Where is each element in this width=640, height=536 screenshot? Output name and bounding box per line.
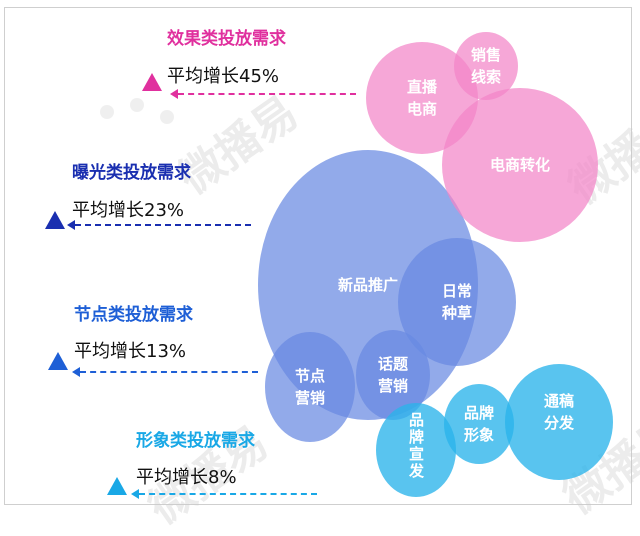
category-title-image: 形象类投放需求 bbox=[136, 431, 255, 451]
watermark-dot bbox=[100, 105, 114, 119]
triangle-up-icon bbox=[45, 211, 65, 229]
bubble-label: 销售 bbox=[470, 46, 501, 64]
bubble-label: 线索 bbox=[470, 68, 501, 86]
arrow-left-icon bbox=[170, 89, 178, 99]
dashed-arrow-line bbox=[139, 493, 317, 495]
bubble-node-marketing: 节点 营销 bbox=[265, 332, 355, 442]
triangle-up-icon bbox=[142, 73, 162, 91]
bubble-label: 话题 bbox=[377, 355, 408, 373]
arrow-left-icon bbox=[72, 367, 80, 377]
arrow-left-icon bbox=[131, 489, 139, 499]
bubble-label: 品牌宣发 bbox=[407, 412, 425, 480]
bubble-label: 直播 bbox=[406, 78, 437, 96]
dashed-arrow-line bbox=[178, 93, 356, 95]
bubble-press-release: 通稿 分发 bbox=[505, 364, 613, 480]
bubble-label: 分发 bbox=[543, 414, 574, 432]
bubble-label: 营销 bbox=[294, 389, 325, 407]
growth-label-effect: 平均增长45% bbox=[167, 66, 280, 87]
growth-label-node: 平均增长13% bbox=[74, 341, 187, 362]
bubble-label: 种草 bbox=[441, 304, 472, 322]
dashed-arrow-line bbox=[75, 224, 251, 226]
bubble-label: 品牌 bbox=[463, 404, 494, 422]
bubble-ecommerce-conversion: 电商转化 bbox=[442, 88, 598, 242]
bubble-label: 新品推广 bbox=[337, 276, 398, 294]
category-title-node: 节点类投放需求 bbox=[74, 305, 193, 325]
triangle-up-icon bbox=[48, 352, 68, 370]
bubble-brand-announce: 品牌宣发 bbox=[376, 403, 456, 497]
arrow-left-icon bbox=[67, 220, 75, 230]
bubble-label: 节点 bbox=[294, 367, 325, 385]
growth-label-image: 平均增长8% bbox=[136, 467, 237, 488]
bubble-label: 日常 bbox=[441, 282, 472, 300]
triangle-up-icon bbox=[107, 477, 127, 495]
bubble-label: 营销 bbox=[377, 377, 408, 395]
bubble-brand-image: 品牌 形象 bbox=[444, 384, 514, 464]
bubble-label: 电商 bbox=[406, 100, 437, 118]
growth-label-exposure: 平均增长23% bbox=[72, 200, 185, 221]
bubble-label: 电商转化 bbox=[489, 156, 550, 174]
bubble-label: 形象 bbox=[463, 426, 494, 444]
category-title-effect: 效果类投放需求 bbox=[167, 29, 286, 49]
category-title-exposure: 曝光类投放需求 bbox=[72, 163, 191, 183]
dashed-arrow-line bbox=[80, 371, 258, 373]
bubble-label: 通稿 bbox=[543, 392, 574, 410]
watermark-dot bbox=[130, 98, 144, 112]
watermark-dot bbox=[160, 110, 174, 124]
